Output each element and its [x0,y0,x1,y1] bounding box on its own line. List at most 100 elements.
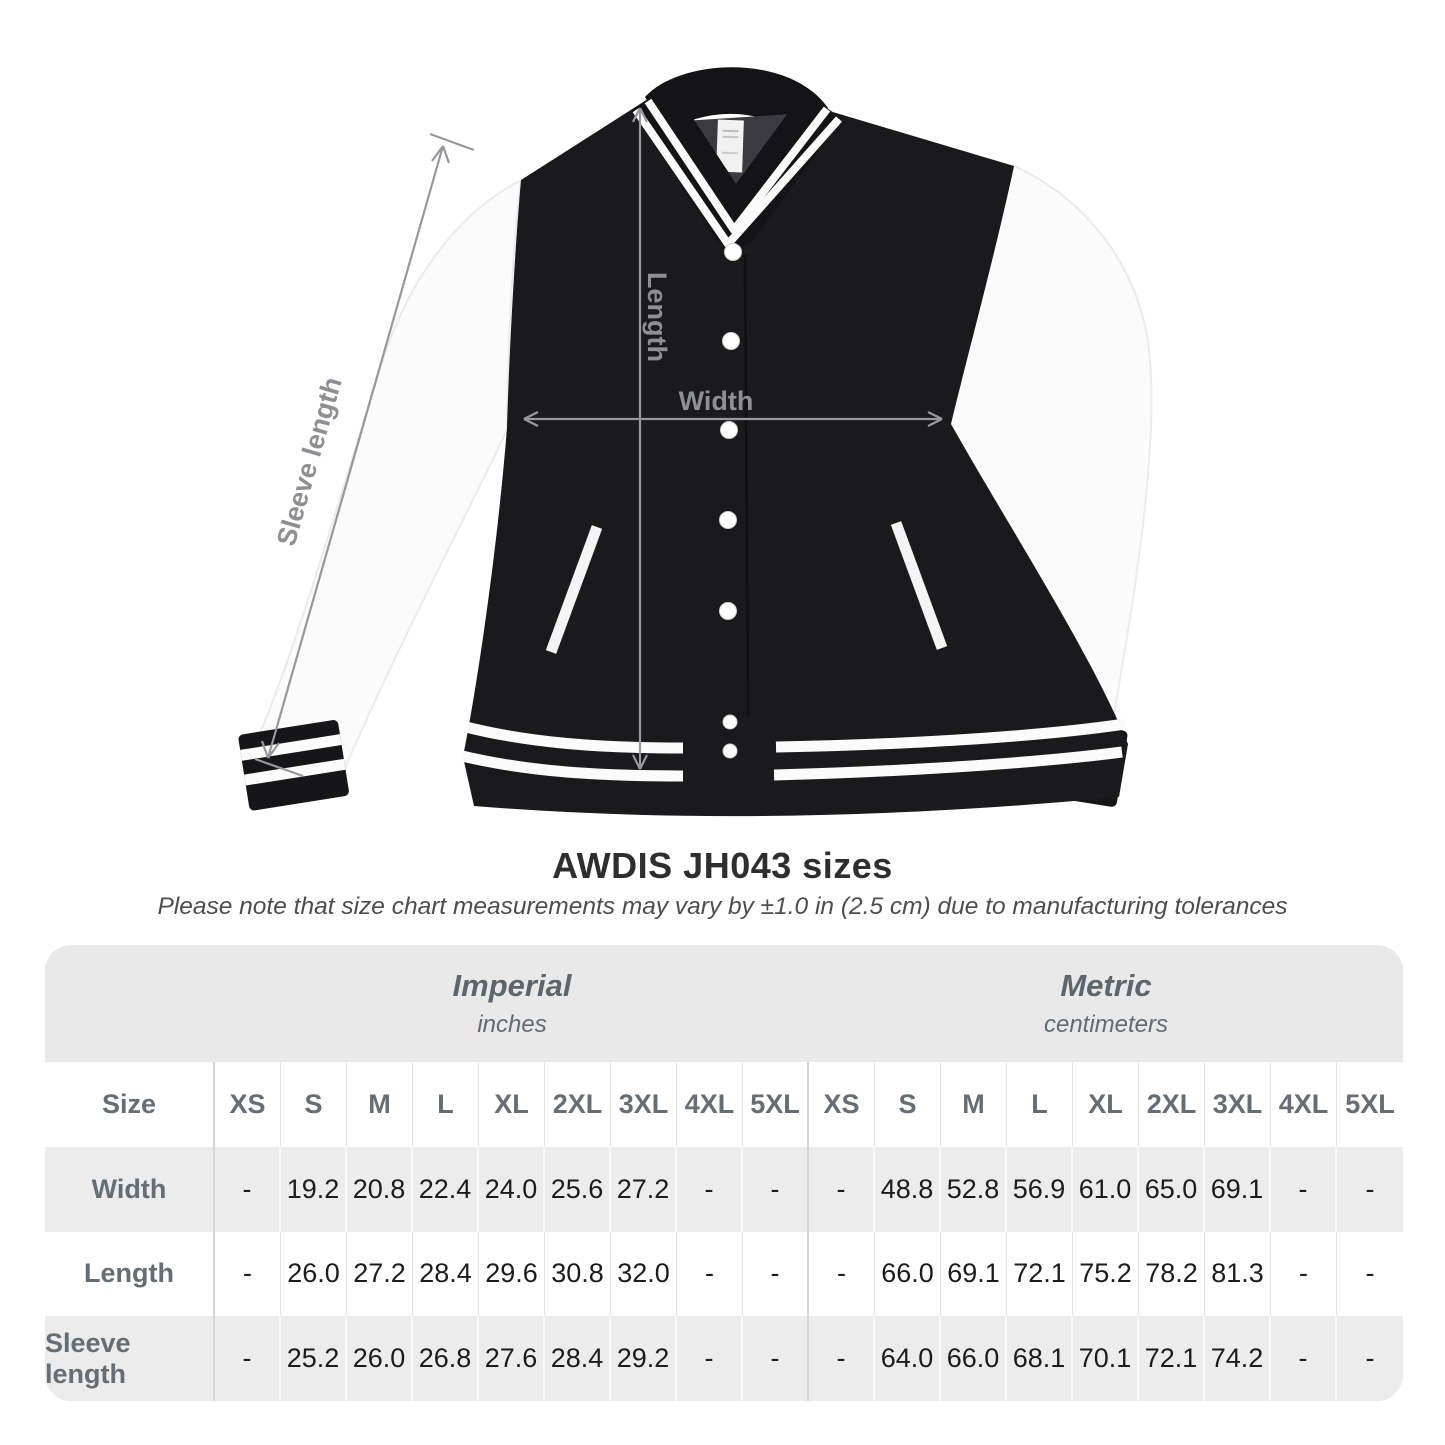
value-cell: 27.2 [611,1146,677,1232]
value-cell: 69.1 [1205,1146,1271,1232]
value-cell: 30.8 [545,1231,611,1317]
measurement-row-width: Width -19.2 20.8 22.4 24.0 25.6 27.2- - -48.8 52.… [45,1146,1403,1232]
metric-unit: centimeters [1043,1011,1169,1038]
value-cell: 22.4 [413,1146,479,1232]
value-cell: - [677,1316,743,1401]
value-cell: - [1271,1146,1337,1232]
jacket-body [463,99,1128,817]
value-cell: 66.0 [941,1316,1007,1401]
length-arrow [632,107,648,770]
size-header-metric-xs: XS [809,1062,875,1147]
size-header-imperial-xs: XS [215,1062,281,1147]
row-label: Width [45,1146,215,1232]
value-cell: 32.0 [611,1231,677,1317]
value-cell: - [215,1231,281,1317]
value-cell: - [215,1146,281,1232]
value-cell: 19.2 [281,1146,347,1232]
size-header-imperial-3xl: 3XL [611,1062,677,1147]
value-cell: - [743,1146,809,1232]
value-cell: 64.0 [875,1316,941,1401]
value-cell: 66.0 [875,1231,941,1317]
table-header-band: Imperial inches Metric centimeters [45,945,1403,1062]
size-chart-table: Imperial inches Metric centimeters Size X… [45,945,1403,1401]
jacket-collar-stripe-inner [644,98,831,234]
value-cell: 52.8 [941,1146,1007,1232]
row-label: Length [45,1231,215,1317]
value-cell: 70.1 [1073,1316,1139,1401]
value-cell: 27.6 [479,1316,545,1401]
size-header-metric-xl: XL [1073,1062,1139,1147]
size-header-imperial-2xl: 2XL [545,1062,611,1147]
size-header-imperial-m: M [347,1062,413,1147]
value-cell: - [1271,1231,1337,1317]
measurement-row-sleeve-length: Sleeve length -25.2 26.0 26.8 27.6 28.4 29.2- -… [45,1316,1403,1401]
value-cell: - [677,1146,743,1232]
imperial-unit: inches [477,1011,547,1038]
row-label: Sleeve length [45,1316,215,1401]
value-cell: 72.1 [1007,1231,1073,1317]
size-header-row: Size XS S M L XL 2XL 3XL 4XL 5XL XS S M L XL 2XL 3XL 4XL 5… [45,1062,1403,1147]
value-cell: - [743,1316,809,1401]
measurement-annotations [254,107,943,778]
value-cell: - [215,1316,281,1401]
value-cell: - [809,1146,875,1232]
value-cell: - [809,1231,875,1317]
value-cell: 75.2 [1073,1231,1139,1317]
value-cell: 28.4 [413,1231,479,1317]
size-header-imperial-5xl: 5XL [743,1062,809,1147]
value-cell: 26.0 [347,1316,413,1401]
value-cell: 68.1 [1007,1316,1073,1401]
value-cell: 29.6 [479,1231,545,1317]
metric-title: Metric [1060,968,1152,1003]
jacket-hem-stripes [460,718,1126,782]
value-cell: 56.9 [1007,1146,1073,1232]
jacket-buttons [719,243,742,759]
imperial-section-header: Imperial inches [215,945,809,1062]
jacket-left-cuff [238,720,349,811]
sleeve-length-arrow [254,132,475,778]
value-cell: 61.0 [1073,1146,1139,1232]
metric-section-header: Metric centimeters [809,945,1403,1062]
size-header-metric-l: L [1007,1062,1073,1147]
size-header-metric-5xl: 5XL [1345,1088,1395,1119]
value-cell: - [1365,1258,1375,1289]
jacket-diagram: Sleeve length Length Width [238,67,1153,817]
length-label: Length [642,272,672,362]
value-cell: - [1365,1343,1375,1374]
size-header-metric-2xl: 2XL [1139,1062,1205,1147]
size-header-imperial-xl: XL [479,1062,545,1147]
value-cell: 27.2 [347,1231,413,1317]
value-cell: 65.0 [1139,1146,1205,1232]
size-column-header: Size [45,1062,215,1147]
value-cell: - [743,1231,809,1317]
value-cell: - [1271,1316,1337,1401]
value-cell: 29.2 [611,1316,677,1401]
table-corner-spacer [45,945,215,1062]
size-header-imperial-4xl: 4XL [677,1062,743,1147]
value-cell: 69.1 [941,1231,1007,1317]
page-title: AWDIS JH043 sizes [552,845,893,886]
value-cell: 81.3 [1205,1231,1271,1317]
width-arrow [523,411,943,427]
size-header-imperial-s: S [281,1062,347,1147]
page-subtitle: Please note that size chart measurements… [157,893,1288,920]
value-cell: 25.2 [281,1316,347,1401]
table-rows: Size XS S M L XL 2XL 3XL 4XL 5XL XS S M L XL 2XL 3XL 4XL 5… [45,1062,1403,1401]
value-cell: 25.6 [545,1146,611,1232]
value-cell: 26.0 [281,1231,347,1317]
value-cell: 74.2 [1205,1316,1271,1401]
jacket-pockets [545,521,948,654]
value-cell: 78.2 [1139,1231,1205,1317]
measurement-row-length: Length -26.0 27.2 28.4 29.6 30.8 32.0- - -66.0 69… [45,1231,1403,1317]
value-cell: 24.0 [479,1146,545,1232]
jacket-neck-tag [716,119,744,173]
value-cell: 20.8 [347,1146,413,1232]
value-cell: 28.4 [545,1316,611,1401]
jacket-illustration: Sleeve length Length Width [238,67,1153,817]
jacket-collar-stripe-outer [632,107,842,248]
size-header-metric-m: M [941,1062,1007,1147]
jacket-placket-seam [743,253,750,717]
value-cell: - [1365,1173,1375,1204]
value-cell: 72.1 [1139,1316,1205,1401]
